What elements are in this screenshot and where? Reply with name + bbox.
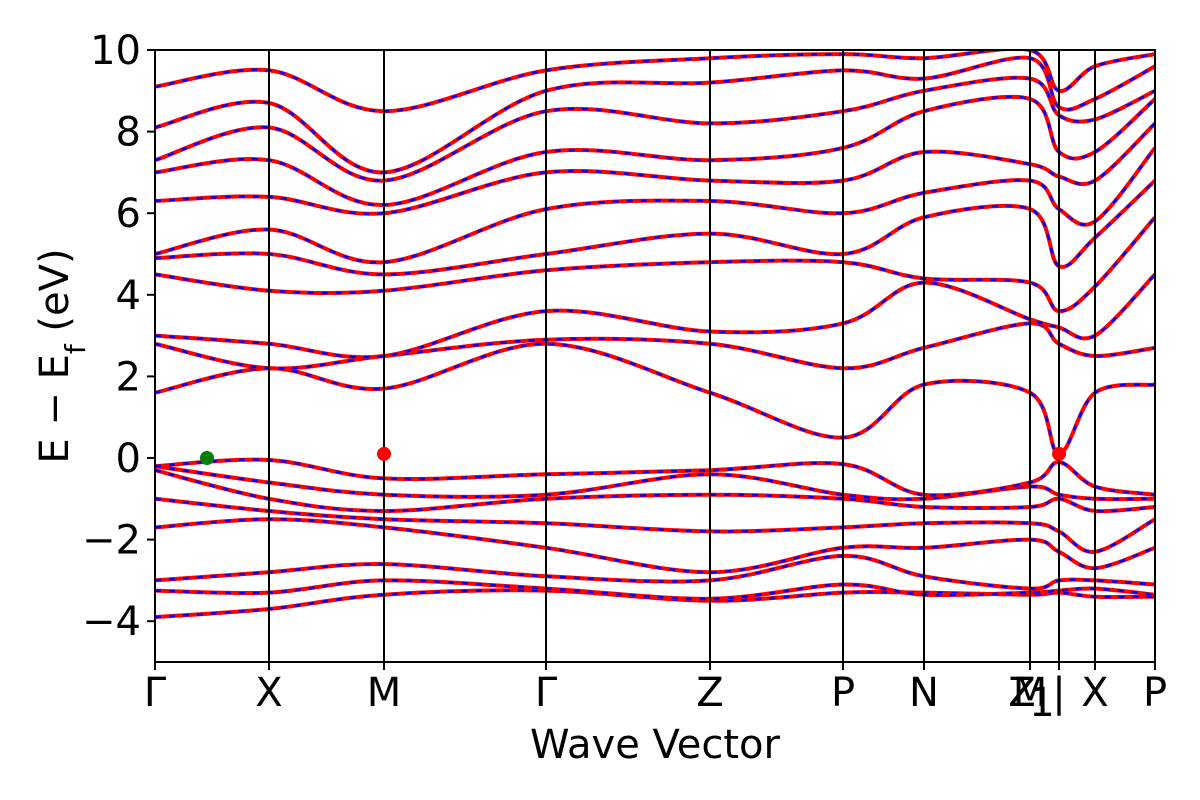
y-tick-label-1: −2 bbox=[82, 518, 141, 564]
x-tick-label-1: X bbox=[255, 670, 282, 716]
y-tick-label-3: 2 bbox=[116, 354, 141, 400]
band-line-10 bbox=[155, 273, 1155, 360]
y-tick-label-5: 6 bbox=[116, 191, 141, 237]
band-line-15 bbox=[155, 94, 1155, 208]
band-dash-10 bbox=[155, 273, 1155, 359]
y-tick-label-6: 8 bbox=[116, 110, 141, 156]
vbm-marker bbox=[200, 451, 214, 465]
band-dash-9 bbox=[155, 322, 1155, 370]
band-line-2 bbox=[155, 553, 1155, 591]
band-line-16 bbox=[155, 75, 1155, 183]
band-dash-14 bbox=[155, 122, 1155, 216]
y-ticks-group: −4 −2 0 2 4 6 8 10 bbox=[82, 28, 155, 645]
x-tick-label-2: M bbox=[367, 670, 402, 716]
band-dash-0 bbox=[155, 589, 1155, 619]
x-tick-label-11: X bbox=[1081, 670, 1108, 716]
x-axis-label: Wave Vector bbox=[530, 722, 781, 768]
band-dash-8 bbox=[155, 342, 1155, 456]
x-tick-label-8: M bbox=[1013, 670, 1048, 716]
band-dash-4 bbox=[155, 497, 1155, 554]
band-dash-2 bbox=[155, 554, 1155, 590]
x-tick-label-4: Z bbox=[696, 670, 723, 716]
y-axis-label-main: E − E bbox=[32, 354, 78, 464]
band-line-3 bbox=[155, 517, 1155, 575]
x-tick-label-12: P bbox=[1143, 670, 1167, 716]
band-line-11 bbox=[155, 215, 1155, 314]
cbm-marker-0 bbox=[377, 446, 391, 461]
band-dash-12 bbox=[155, 179, 1155, 276]
band-line-12 bbox=[155, 179, 1155, 277]
band-dash-3 bbox=[155, 517, 1155, 574]
x-tick-label-10: | bbox=[1052, 670, 1065, 716]
markers-group bbox=[200, 446, 1066, 465]
y-axis-label-unit: (eV) bbox=[32, 248, 78, 344]
y-tick-label-7: 10 bbox=[90, 28, 141, 74]
y-axis-label: E − Ef (eV) bbox=[32, 248, 92, 463]
x-tick-label-9: 1 bbox=[1029, 680, 1054, 726]
y-tick-label-2: 0 bbox=[116, 436, 141, 482]
y-tick-label-0: −4 bbox=[82, 599, 141, 645]
x-tick-label-3: Γ bbox=[535, 670, 558, 716]
kpoint-lines-group bbox=[268, 50, 1096, 662]
band-dash-16 bbox=[155, 76, 1155, 182]
x-tick-label-6: N bbox=[909, 670, 939, 716]
y-tick-label-4: 4 bbox=[116, 273, 141, 319]
plot-frame bbox=[154, 49, 1156, 663]
x-tick-label-5: P bbox=[831, 670, 855, 716]
band-dash-15 bbox=[155, 95, 1155, 207]
x-tick-label-7: Z bbox=[1008, 670, 1035, 716]
band-line-9 bbox=[155, 321, 1155, 371]
band-dash-11 bbox=[155, 216, 1155, 313]
cbm-marker-1 bbox=[1052, 446, 1066, 461]
band-dash-18 bbox=[155, 50, 1155, 113]
band-dash-7 bbox=[155, 458, 1155, 497]
band-dash-1 bbox=[155, 579, 1155, 601]
x-ticks-group: Γ X M Γ Z P N ZM1| X P bbox=[144, 662, 1167, 726]
y-axis-label-subscript: f bbox=[59, 343, 92, 354]
band-line-8 bbox=[155, 341, 1155, 456]
bands-group bbox=[155, 50, 1155, 620]
x-tick-label-0: Γ bbox=[144, 670, 167, 716]
